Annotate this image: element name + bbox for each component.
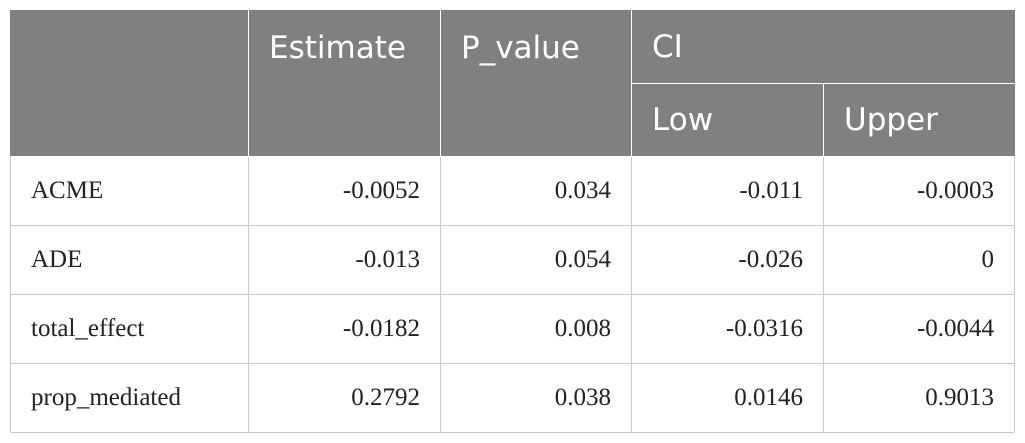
cell-p-value: 0.054 xyxy=(440,225,632,295)
table-row: prop_mediated 0.2792 0.038 0.0146 0.9013 xyxy=(10,363,1016,433)
row-label: ADE xyxy=(10,225,249,295)
cell-ci-upper: 0.9013 xyxy=(822,363,1016,433)
table-row: total_effect -0.0182 0.008 -0.0316 -0.00… xyxy=(10,294,1016,364)
header-ci-upper: Upper xyxy=(822,83,1016,157)
cell-ci-upper: 0 xyxy=(822,225,1016,295)
header-row-top: Estimate P_value CI xyxy=(10,10,1016,157)
header-ci: CI xyxy=(630,10,1016,84)
cell-ci-low: -0.026 xyxy=(631,225,824,295)
row-label: total_effect xyxy=(10,294,249,364)
mediation-results-table: Estimate P_value CI Low Upper ACME -0.00… xyxy=(10,10,1016,433)
cell-estimate: -0.0052 xyxy=(248,156,441,226)
header-ci-low: Low xyxy=(631,83,824,157)
header-row-bottom: Low Upper xyxy=(11,83,1016,157)
table-body: ACME -0.0052 0.034 -0.011 -0.0003 ADE -0… xyxy=(10,156,1016,433)
cell-p-value: 0.008 xyxy=(440,294,632,364)
row-label: prop_mediated xyxy=(10,363,249,433)
cell-ci-low: 0.0146 xyxy=(631,363,824,433)
cell-p-value: 0.038 xyxy=(440,363,632,433)
table-row: ADE -0.013 0.054 -0.026 0 xyxy=(10,225,1016,295)
row-label: ACME xyxy=(10,156,249,226)
cell-ci-upper: -0.0003 xyxy=(822,156,1016,226)
header-estimate: Estimate xyxy=(248,10,441,157)
header-p-value: P_value xyxy=(440,10,632,157)
cell-ci-upper: -0.0044 xyxy=(822,294,1016,364)
cell-estimate: -0.0182 xyxy=(248,294,441,364)
cell-estimate: 0.2792 xyxy=(248,363,441,433)
cell-ci-low: -0.011 xyxy=(631,156,824,226)
cell-ci-low: -0.0316 xyxy=(631,294,824,364)
cell-p-value: 0.034 xyxy=(440,156,632,226)
table-row: ACME -0.0052 0.034 -0.011 -0.0003 xyxy=(10,156,1016,226)
cell-estimate: -0.013 xyxy=(248,225,441,295)
table-header: Estimate P_value CI Low Upper xyxy=(10,10,1016,157)
header-stub xyxy=(10,10,249,157)
